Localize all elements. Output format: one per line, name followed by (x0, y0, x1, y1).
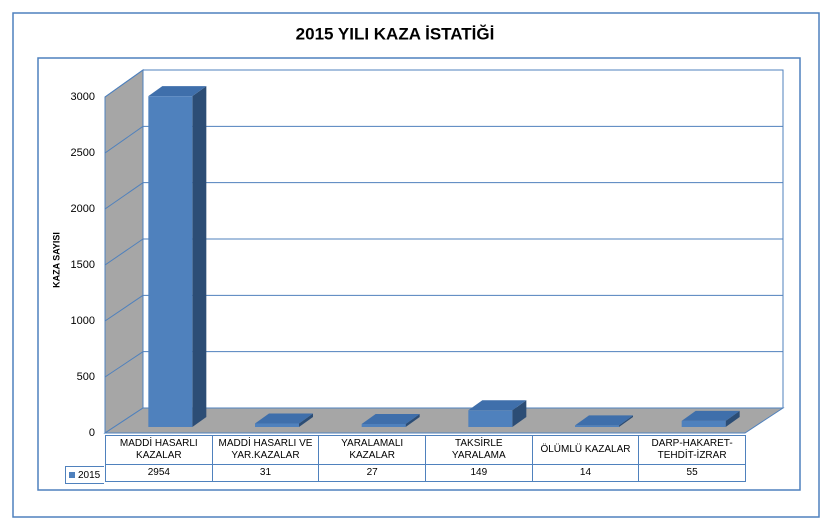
data-table: MADDİ HASARLI KAZALAR MADDİ HASARLI VE YA… (105, 435, 746, 482)
floor (103, 407, 785, 434)
category-label: DARP-HAKARET-TEHDİT-İZRAR (638, 435, 746, 465)
y-tick-label: 1500 (71, 259, 95, 271)
grid-line (104, 294, 144, 322)
y-tick-label: 2000 (71, 203, 95, 215)
bar (148, 86, 207, 427)
value-cell: 27 (318, 464, 426, 482)
y-tick-label: 500 (77, 371, 95, 383)
y-tick-label: 0 (89, 427, 95, 439)
legend-label: 2015 (78, 470, 101, 481)
bar-side (405, 413, 420, 427)
bar-top (255, 413, 313, 424)
grid-line (104, 182, 144, 210)
y-tick-label: 2500 (71, 147, 95, 159)
category-label: MADDİ HASARLI KAZALAR (105, 435, 213, 465)
bar-front (361, 423, 406, 427)
value-cell: 149 (424, 464, 533, 482)
y-axis-label: KAZA SAYISI (51, 232, 61, 288)
category-label: ÖLÜMLÜ KAZALAR (531, 435, 640, 465)
category-label: TAKSİRLE YARALAMA (424, 435, 533, 465)
bar-front (468, 410, 513, 427)
category-label: YARALAMALI KAZALAR (318, 435, 426, 465)
grid-line (104, 125, 144, 154)
bar-side (725, 410, 740, 427)
bar (361, 413, 420, 427)
bar-front (255, 423, 299, 427)
bar-top (575, 415, 633, 426)
bar-top (468, 400, 527, 411)
value-cell: 14 (531, 464, 640, 482)
legend-swatch (69, 472, 75, 478)
category-label: MADDİ HASARLI VE YAR.KAZALAR (211, 435, 320, 465)
chart-title: 2015 YILI KAZA İSTATİĞİ (296, 24, 495, 43)
bar-top (361, 413, 420, 424)
grid-line (104, 69, 144, 98)
bar-side (619, 415, 633, 427)
bar-side (192, 86, 207, 427)
bar (255, 413, 313, 427)
grid-line (104, 351, 144, 378)
bar (468, 400, 527, 427)
y-tick-label: 1000 (71, 315, 95, 327)
bar-front (148, 96, 193, 427)
legend-cell: 2015 (65, 466, 104, 484)
bar (681, 410, 740, 427)
value-cell: 2954 (105, 464, 213, 482)
y-tick-label: 3000 (71, 91, 95, 103)
value-cell: 31 (211, 464, 320, 482)
bar (575, 415, 633, 427)
grid-line (104, 238, 144, 266)
bar-top (148, 86, 207, 97)
value-cell: 55 (638, 464, 746, 482)
bar-side (299, 413, 313, 427)
bar-front (575, 425, 619, 427)
bar-side (512, 400, 527, 427)
bar-top (681, 410, 740, 421)
bar-front (681, 420, 726, 427)
